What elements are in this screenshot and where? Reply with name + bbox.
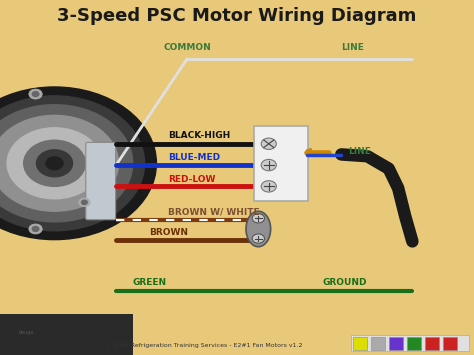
Circle shape [82, 200, 87, 204]
Circle shape [0, 87, 156, 240]
Circle shape [0, 96, 145, 231]
Text: BLUE-MED: BLUE-MED [168, 153, 220, 163]
Circle shape [36, 150, 73, 177]
Circle shape [252, 234, 264, 243]
Text: BROWN: BROWN [149, 228, 188, 237]
Circle shape [261, 159, 276, 171]
Circle shape [32, 226, 39, 231]
Text: BLACK-HIGH: BLACK-HIGH [168, 131, 230, 140]
Circle shape [29, 224, 42, 234]
Bar [0, 314, 133, 355]
Text: GROUND: GROUND [322, 278, 367, 287]
Circle shape [32, 92, 39, 97]
Text: 44: 44 [435, 340, 447, 350]
Circle shape [79, 198, 90, 207]
Circle shape [7, 128, 102, 199]
Text: © 2005 Refrigeration Training Services - E2#1 Fan Motors v1.2: © 2005 Refrigeration Training Services -… [105, 342, 302, 348]
Circle shape [252, 214, 264, 223]
Circle shape [24, 140, 85, 186]
Text: LINE: LINE [341, 43, 364, 53]
Ellipse shape [246, 211, 271, 247]
Bar [254, 126, 308, 201]
Circle shape [0, 105, 133, 222]
Text: LINE: LINE [348, 147, 371, 157]
FancyBboxPatch shape [86, 142, 116, 220]
Text: GREEN: GREEN [133, 278, 167, 287]
Circle shape [29, 89, 42, 99]
Text: BROWN W/ WHITE: BROWN W/ WHITE [168, 207, 260, 217]
Bar [389, 337, 403, 350]
Circle shape [0, 115, 118, 211]
Bar [443, 337, 457, 350]
Circle shape [261, 181, 276, 192]
Bar [353, 337, 367, 350]
Text: RED-LOW: RED-LOW [168, 175, 216, 185]
Bar [371, 337, 385, 350]
Circle shape [46, 157, 63, 170]
Text: COMMON: COMMON [164, 43, 211, 53]
Bar [425, 337, 439, 350]
Text: beuge: beuge [19, 330, 34, 335]
Circle shape [261, 138, 276, 149]
Bar [407, 337, 421, 350]
Text: 3-Speed PSC Motor Wiring Diagram: 3-Speed PSC Motor Wiring Diagram [57, 7, 417, 25]
Bar [351, 335, 469, 351]
